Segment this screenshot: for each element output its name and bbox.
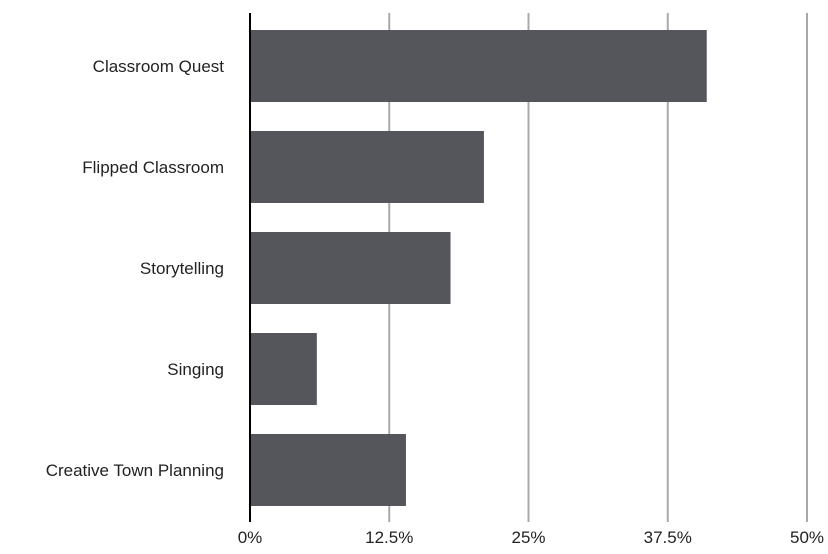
x-tick-label-4: 50% (790, 528, 824, 547)
bar-3 (250, 333, 317, 405)
bar-2 (250, 232, 451, 304)
x-tick-label-2: 25% (511, 528, 545, 547)
category-label-3: Singing (167, 360, 224, 379)
category-label-1: Flipped Classroom (82, 158, 224, 177)
bar-layer (250, 30, 707, 506)
category-label-2: Storytelling (140, 259, 224, 278)
x-tick-label-3: 37.5% (644, 528, 692, 547)
bar-4 (250, 434, 406, 506)
bar-0 (250, 30, 707, 102)
x-tick-label-1: 12.5% (365, 528, 413, 547)
category-label-layer: Classroom Quest Flipped Classroom Storytel… (46, 57, 225, 480)
category-label-4: Creative Town Planning (46, 461, 224, 480)
tick-label-layer: 0% 12.5% 25% 37.5% 50% (238, 528, 824, 547)
bar-1 (250, 131, 484, 203)
x-tick-label-0: 0% (238, 528, 263, 547)
category-label-0: Classroom Quest (93, 57, 225, 76)
